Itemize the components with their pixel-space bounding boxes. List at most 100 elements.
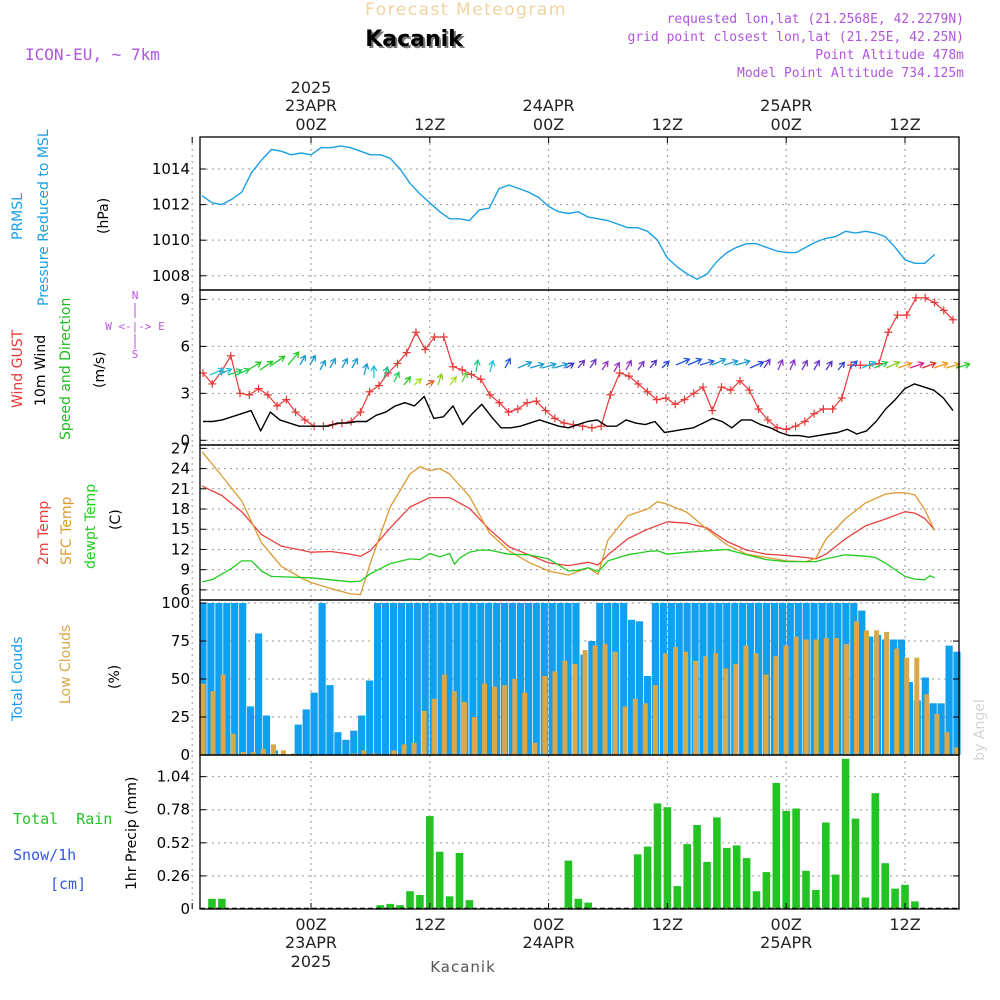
station-title-shadow: Kacanik: [367, 29, 466, 54]
low-cloud-bar: [210, 691, 216, 755]
wind-direction-arrow: [473, 359, 481, 373]
total-cloud-bar: [516, 603, 525, 755]
low-cloud-bar: [260, 748, 266, 755]
total-cloud-bar: [445, 603, 453, 755]
low-cloud-bar: [230, 733, 236, 755]
gust-marker: [467, 370, 476, 379]
precip-bar: [822, 822, 830, 909]
low-cloud-bar: [371, 753, 377, 755]
precip-bar: [208, 898, 216, 909]
total-cloud-bar: [477, 603, 485, 755]
wind-direction-arrow: [735, 358, 751, 366]
low-cloud-bar: [723, 668, 729, 755]
low-cloud-bar: [642, 703, 648, 755]
total-cloud-bar: [461, 603, 469, 755]
wind-direction-arrow: [873, 360, 889, 369]
gust-marker: [800, 417, 809, 426]
gust-marker: [356, 408, 365, 417]
total-cloud-bar: [889, 639, 898, 755]
total-cloud-bar: [786, 603, 794, 755]
compass-west-east: W <-|-> E: [105, 320, 165, 333]
y-tick-label: 9: [180, 290, 190, 308]
station-title: Kacanik: [365, 27, 464, 52]
bottom-date-label: 23APR: [285, 933, 337, 952]
total-cloud-bar: [826, 603, 834, 755]
low-cloud-bar: [361, 750, 367, 755]
wind-direction-arrow: [504, 357, 512, 369]
y-tick-label: 0: [180, 900, 190, 918]
gust-marker: [421, 345, 430, 354]
wind-direction-arrow: [393, 371, 400, 383]
gust-marker: [671, 400, 680, 409]
wind-direction-arrow: [749, 360, 765, 369]
y-tick-label: 1.04: [157, 768, 190, 786]
precip-bar: [584, 902, 592, 909]
total-cloud-bar: [247, 706, 255, 755]
total-cloud-bar: [342, 739, 350, 755]
total-cloud-bar: [850, 603, 858, 755]
wind-direction-arrow: [436, 372, 444, 386]
point-altitude: Point Altitude 478m: [815, 48, 964, 63]
gust-marker: [791, 422, 800, 431]
total-cloud-bar: [326, 685, 334, 755]
total-cloud-bar: [318, 603, 326, 755]
precip-bar: [812, 889, 820, 909]
wind-direction-arrow: [541, 361, 557, 369]
wind-direction-arrow: [861, 360, 877, 369]
pressure-line: [201, 145, 936, 280]
bottom-year-label: 2025: [291, 952, 332, 971]
gust-marker: [708, 406, 717, 415]
total-cloud-bar: [667, 603, 675, 755]
wind-direction-arrow: [661, 360, 670, 369]
gust-marker: [541, 406, 550, 415]
gust-marker: [282, 395, 291, 404]
low-cloud-bar: [733, 663, 739, 755]
wind-direction-arrow: [351, 357, 359, 369]
total-cloud-bar: [675, 603, 683, 755]
low-cloud-bar: [874, 630, 880, 755]
bottom-hour-label: 12Z: [652, 915, 683, 934]
low-cloud-bar: [512, 679, 518, 755]
wind-direction-arrow: [801, 359, 809, 371]
total-cloud-bar: [302, 709, 310, 755]
gust-marker: [615, 368, 624, 377]
wind-direction-arrow: [362, 362, 370, 376]
prmsl-label: PRMSL: [10, 193, 26, 240]
gust-marker: [236, 389, 245, 398]
total-cloud-bar: [294, 724, 302, 755]
y-tick-label: 9: [180, 561, 190, 579]
low-cloud-bar: [934, 714, 940, 755]
snow-unit: [cm]: [50, 875, 86, 893]
low-cloud-bar: [622, 706, 628, 755]
gust-marker: [902, 311, 911, 320]
y-tick-label: 24: [171, 460, 190, 478]
low-cloud-bar: [763, 674, 769, 755]
wind-direction-arrow: [813, 359, 821, 371]
total-cloud-bar: [588, 641, 596, 755]
sfc-temp-line: [201, 451, 936, 596]
wind-direction-arrow: [425, 379, 436, 387]
total-cloud-bar: [953, 651, 961, 755]
low-cloud-bar: [793, 636, 799, 755]
wind-direction-arrow: [601, 360, 609, 371]
wind-direction-arrow: [287, 351, 300, 366]
y-tick-label: 18: [171, 500, 190, 518]
wind-direction-arrow: [329, 357, 337, 369]
total-cloud-bar: [397, 603, 405, 755]
total-cloud-bar: [381, 603, 390, 755]
total-cloud-bar: [223, 603, 231, 755]
gust-marker: [587, 423, 596, 432]
bottom-hour-label: 00Z: [771, 915, 802, 934]
total-cloud-bar: [635, 621, 644, 755]
low-cloud-bar: [773, 656, 779, 755]
top-hour-label: 12Z: [414, 115, 445, 134]
wind-direction-arrow: [488, 359, 496, 373]
wind10m-line: [203, 383, 954, 438]
low-cloud-bar: [401, 744, 407, 755]
low-cloud-bar: [582, 650, 588, 755]
requested-coords: requested lon,lat (21.2568E, 42.2279N): [667, 12, 964, 27]
total-cloud-bar: [715, 603, 723, 755]
y-tick-label: 6: [180, 337, 190, 355]
low-cloud-bar: [813, 639, 819, 755]
model-label: ICON-EU, ~ 7km: [25, 45, 160, 64]
